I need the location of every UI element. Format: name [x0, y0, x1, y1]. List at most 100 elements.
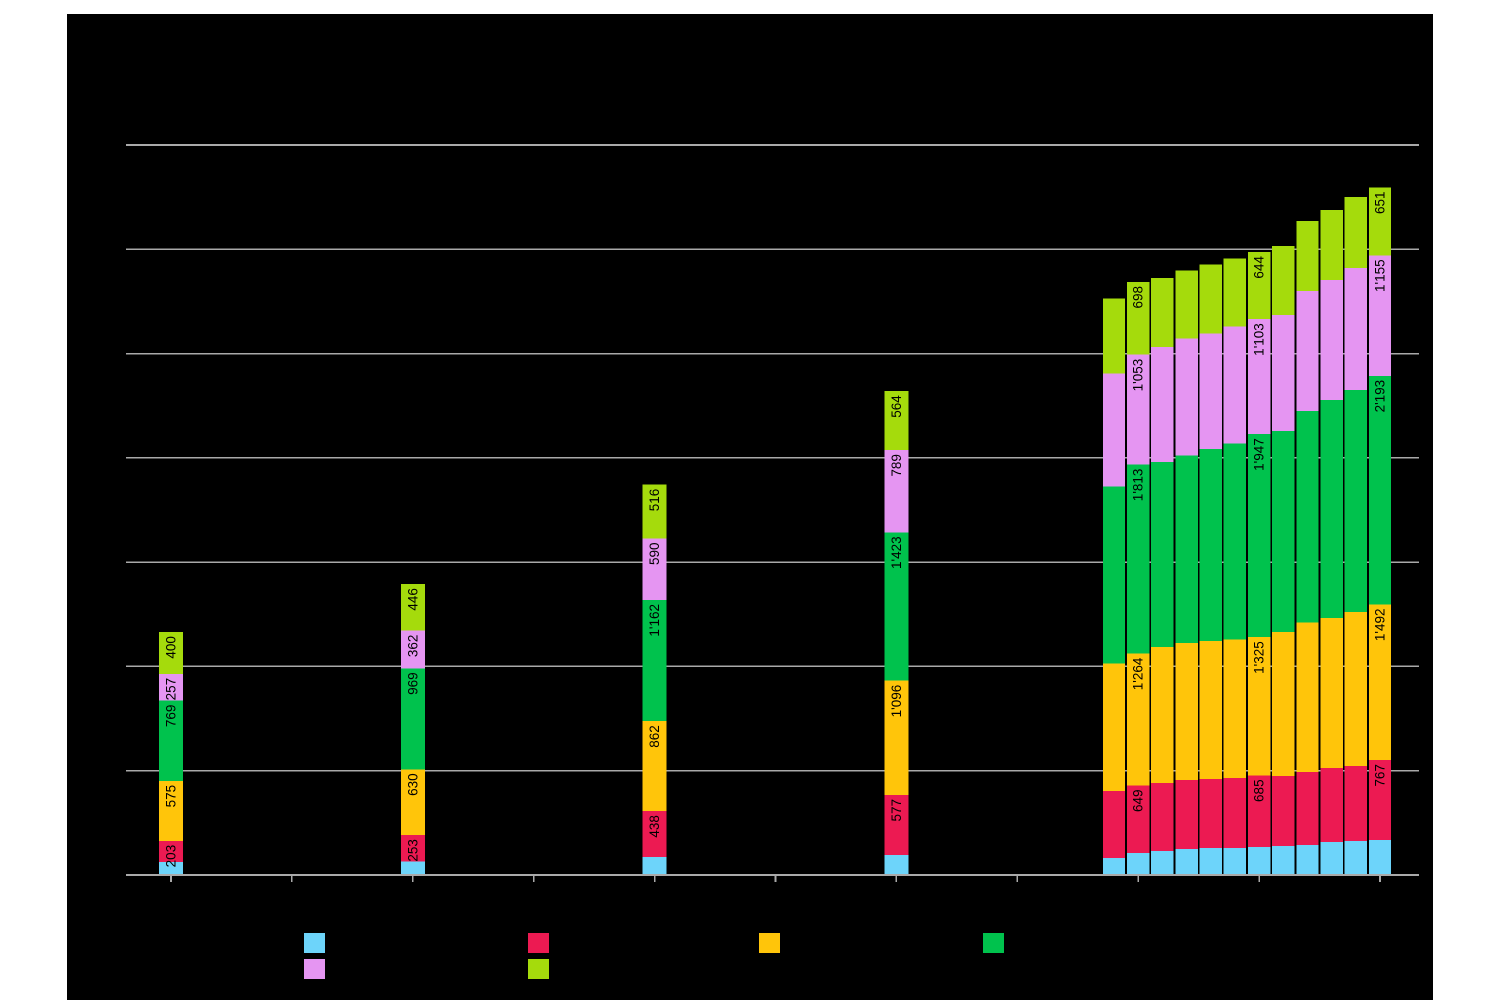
- bar-segment-label: 577: [889, 799, 904, 822]
- bar-segment-violet: [642, 538, 667, 601]
- bar-segment-light-green: [1127, 281, 1150, 355]
- bar-segment-light-blue: [642, 856, 667, 875]
- bar-segment-violet: [159, 673, 183, 701]
- bar-segment-violet: [1127, 354, 1150, 465]
- bar-segment-label: 1'155: [1373, 259, 1388, 292]
- bar-segment-label: 1'103: [1252, 323, 1267, 356]
- bar-segment-yellow: [1368, 604, 1392, 761]
- bar-segment-violet: [1247, 319, 1271, 435]
- bar-segment-light-green: [1272, 246, 1295, 316]
- bar-segment-yellow: [1296, 622, 1319, 772]
- legend-swatch-violet: [304, 959, 325, 979]
- bar-segment-light-green: [1151, 277, 1174, 347]
- bar-segment-red: [1223, 778, 1247, 848]
- bar-segment-light-blue: [1320, 842, 1343, 875]
- bar-segment-label: 1'813: [1131, 469, 1146, 502]
- bar-segment-violet: [1102, 373, 1126, 487]
- bar-segment-violet: [1296, 291, 1319, 411]
- legend-swatch-red: [528, 933, 549, 953]
- bar-segment-light-green: [1223, 258, 1247, 327]
- bar-segment-violet: [1368, 255, 1392, 376]
- bar-segment-light-green: [1199, 264, 1222, 334]
- bar-segment-label: 516: [647, 489, 662, 512]
- bar-segment-light-blue: [1223, 847, 1247, 875]
- bar-segment-light-green: [400, 584, 425, 631]
- bar-segment-label: 698: [1131, 286, 1146, 309]
- bar-segment-label: 1'325: [1252, 641, 1267, 674]
- legend-swatch-light-blue: [304, 933, 325, 953]
- bar-segment-label: 2'193: [1373, 380, 1388, 413]
- bar-segment-label: 203: [164, 845, 179, 868]
- bar-segment-green: [1199, 449, 1222, 641]
- bar-segment-light-green: [1247, 252, 1271, 320]
- bar-segment-label: 644: [1252, 256, 1267, 279]
- bar-segment-label: 630: [405, 773, 420, 796]
- bar-segment-label: 1'264: [1131, 657, 1146, 690]
- bar-segment-green: [1272, 430, 1295, 633]
- bar-segment-light-blue: [1344, 841, 1368, 875]
- bar-segment-label: 1'162: [647, 604, 662, 637]
- bar-segment-red: [1272, 775, 1295, 846]
- bar-segment-green: [1102, 486, 1126, 664]
- bar-segment-label: 769: [164, 705, 179, 728]
- bar-segment-label: 575: [164, 785, 179, 808]
- bar-segment-yellow: [1320, 617, 1343, 769]
- bar-segment-label: 685: [1252, 779, 1267, 802]
- bar-segment-yellow: [1223, 639, 1247, 779]
- bar-segment-light-blue: [1127, 853, 1150, 875]
- legend-swatch-yellow: [759, 933, 780, 953]
- bar-segment-label: 1'053: [1131, 359, 1146, 392]
- bar-segment-violet: [1199, 333, 1222, 450]
- bar-segment-yellow: [884, 680, 909, 796]
- bar-segment-light-green: [159, 632, 183, 674]
- bar-segment-label: 1'423: [889, 536, 904, 569]
- bar-segment-violet: [1175, 338, 1198, 456]
- bar-segment-yellow: [1102, 663, 1126, 792]
- bar-segment-label: 649: [1131, 789, 1146, 812]
- bar-segment-green: [1368, 375, 1392, 605]
- bar-segment-light-green: [642, 484, 667, 539]
- bar-segment-light-blue: [1102, 857, 1126, 875]
- bar-segment-green: [1175, 455, 1198, 643]
- bar-segment-red: [159, 840, 183, 862]
- bar-segment-red: [1127, 785, 1150, 854]
- bar-segment-red: [1102, 791, 1126, 858]
- bar-segment-green: [884, 532, 909, 681]
- bar-segment-yellow: [1344, 612, 1368, 767]
- bar-segment-label: 564: [889, 395, 904, 418]
- bar-segment-green: [400, 668, 425, 770]
- bar-segment-green: [1127, 464, 1150, 654]
- bar-segment-label: 253: [405, 839, 420, 862]
- bar-segment-violet: [400, 630, 425, 669]
- bar-segment-label: 590: [647, 542, 662, 565]
- bar-segment-light-blue: [159, 861, 183, 875]
- bar-segment-violet: [1344, 268, 1368, 391]
- bar-segment-label: 257: [164, 678, 179, 701]
- bar-segment-light-blue: [884, 855, 909, 875]
- bar-segment-light-blue: [1199, 847, 1222, 875]
- bar-segment-light-green: [1344, 197, 1368, 269]
- bar-segment-label: 789: [889, 454, 904, 477]
- bar-segment-red: [1247, 775, 1271, 847]
- bar-segment-green: [1151, 462, 1174, 648]
- bar-segment-label: 1'096: [889, 685, 904, 718]
- bar-segment-label: 1'947: [1252, 438, 1267, 471]
- bar-segment-label: 969: [405, 672, 420, 695]
- bar-segment-yellow: [159, 780, 183, 841]
- bar-segment-yellow: [1199, 640, 1222, 780]
- bar-segment-light-green: [1175, 270, 1198, 339]
- bar-segment-light-green: [884, 391, 909, 451]
- bar-segment-light-green: [1320, 210, 1343, 281]
- bar-segment-violet: [1151, 346, 1174, 463]
- bar-segment-label: 767: [1373, 764, 1388, 787]
- legend-swatch-green: [983, 933, 1004, 953]
- bar-segment-green: [1247, 434, 1271, 638]
- bar-segment-yellow: [400, 769, 425, 836]
- bar-segment-light-blue: [1175, 848, 1198, 875]
- bar-segment-red: [1320, 768, 1343, 843]
- bar-segment-light-blue: [1272, 845, 1295, 875]
- bar-segment-label: 1'492: [1373, 608, 1388, 641]
- legend-swatch-light-green: [528, 959, 549, 979]
- bar-segment-light-blue: [1296, 844, 1319, 875]
